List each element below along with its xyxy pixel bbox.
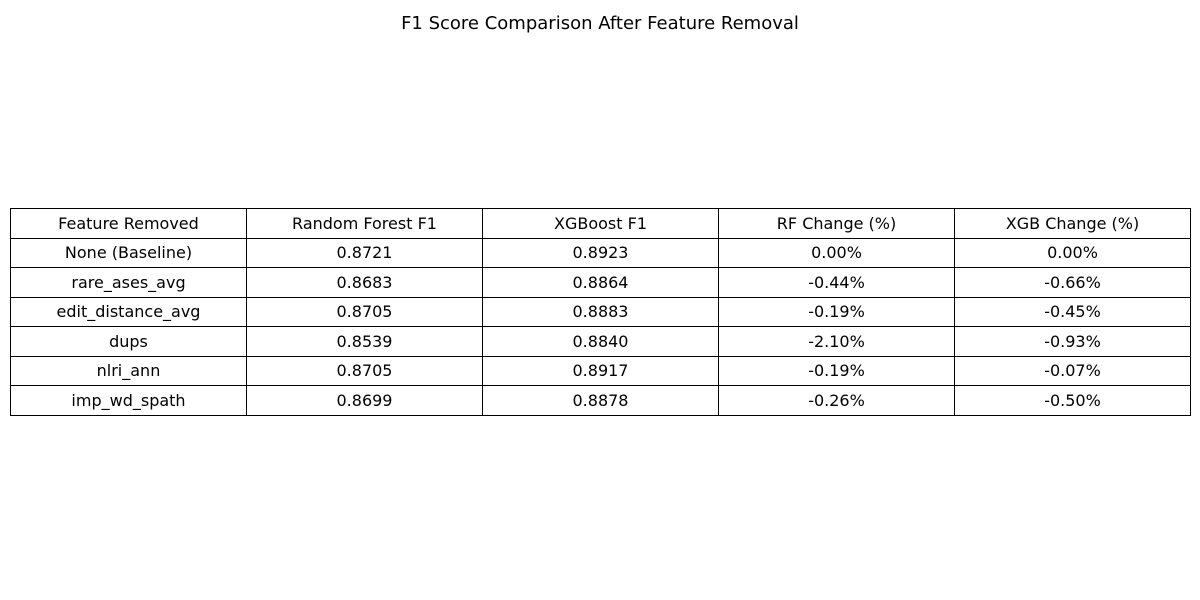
header-xgb-change: XGB Change (%): [954, 208, 1191, 239]
table-cell: rare_ases_avg: [10, 267, 247, 298]
table-cell: 0.8539: [246, 326, 483, 357]
table-cell: -2.10%: [718, 326, 955, 357]
table-cell: 0.8721: [246, 237, 483, 268]
table-row: edit_distance_avg 0.8705 0.8883 -0.19% -…: [10, 296, 1191, 327]
table-cell: dups: [10, 326, 247, 357]
table-cell: edit_distance_avg: [10, 296, 247, 327]
table-cell: 0.8917: [482, 355, 719, 386]
table-cell: None (Baseline): [10, 237, 247, 268]
table-row: rare_ases_avg 0.8683 0.8864 -0.44% -0.66…: [10, 267, 1191, 298]
table-cell: 0.8883: [482, 296, 719, 327]
table-cell: -0.50%: [954, 385, 1191, 416]
table-cell: -0.66%: [954, 267, 1191, 298]
table-row: None (Baseline) 0.8721 0.8923 0.00% 0.00…: [10, 237, 1191, 268]
table-cell: -0.26%: [718, 385, 955, 416]
header-random-forest-f1: Random Forest F1: [246, 208, 483, 239]
table-cell: 0.00%: [954, 237, 1191, 268]
table-row: nlri_ann 0.8705 0.8917 -0.19% -0.07%: [10, 355, 1191, 386]
table-cell: nlri_ann: [10, 355, 247, 386]
table-cell: 0.8923: [482, 237, 719, 268]
table-cell: 0.8864: [482, 267, 719, 298]
table-cell: 0.00%: [718, 237, 955, 268]
chart-title: F1 Score Comparison After Feature Remova…: [401, 13, 799, 34]
header-feature-removed: Feature Removed: [10, 208, 247, 239]
header-rf-change: RF Change (%): [718, 208, 955, 239]
table-row: imp_wd_spath 0.8699 0.8878 -0.26% -0.50%: [10, 385, 1191, 416]
results-table: Feature Removed Random Forest F1 XGBoost…: [10, 208, 1191, 416]
table-cell: 0.8683: [246, 267, 483, 298]
table-cell: -0.19%: [718, 355, 955, 386]
table-cell: 0.8878: [482, 385, 719, 416]
results-table-container: Feature Removed Random Forest F1 XGBoost…: [10, 208, 1191, 416]
table-cell: 0.8840: [482, 326, 719, 357]
table-cell: 0.8705: [246, 296, 483, 327]
header-xgboost-f1: XGBoost F1: [482, 208, 719, 239]
table-cell: -0.45%: [954, 296, 1191, 327]
table-cell: 0.8699: [246, 385, 483, 416]
table-cell: -0.44%: [718, 267, 955, 298]
table-cell: -0.07%: [954, 355, 1191, 386]
table-cell: imp_wd_spath: [10, 385, 247, 416]
table-cell: -0.19%: [718, 296, 955, 327]
table-row: dups 0.8539 0.8840 -2.10% -0.93%: [10, 326, 1191, 357]
table-cell: -0.93%: [954, 326, 1191, 357]
table-cell: 0.8705: [246, 355, 483, 386]
table-header-row: Feature Removed Random Forest F1 XGBoost…: [10, 208, 1191, 239]
